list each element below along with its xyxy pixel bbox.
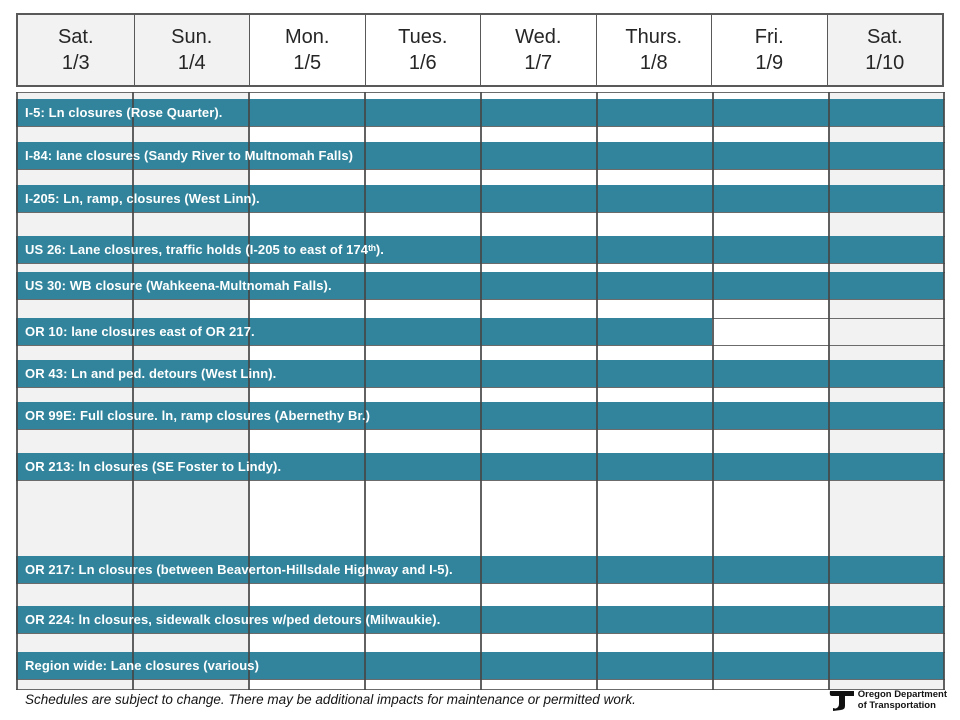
day-date: 1/4: [177, 52, 206, 74]
closure-bar-label: OR 224: ln closures, sidewalk closures w…: [25, 612, 441, 627]
day-date: 1/5: [293, 52, 322, 74]
day-date: 1/9: [755, 52, 784, 74]
day-date: 1/7: [524, 52, 553, 74]
grid-line-vertical: [248, 92, 250, 690]
odot-logo: Oregon Department of Transportation: [829, 688, 947, 712]
day-header-cell: Fri. 1/9: [711, 15, 827, 85]
day-name: Wed.: [515, 26, 562, 48]
grid-line-vertical: [16, 92, 18, 690]
grid-line-vertical: [132, 92, 134, 690]
day-header-cell: Tues. 1/6: [364, 15, 480, 85]
schedule-grid: I-5: Ln closures (Rose Quarter). I-84: l…: [16, 92, 945, 690]
day-header-cell: Wed. 1/7: [480, 15, 596, 85]
grid-line-vertical: [596, 92, 598, 690]
day-name: Thurs.: [625, 26, 683, 48]
closure-bar-label: OR 213: ln closures (SE Foster to Lindy)…: [25, 459, 282, 474]
closure-bar-label: I-5: Ln closures (Rose Quarter).: [25, 105, 223, 120]
closure-bar-label: US 30: WB closure (Wahkeena-Multnomah Fa…: [25, 278, 332, 293]
closure-bar-label: OR 10: lane closures east of OR 217.: [25, 324, 255, 339]
day-name: Sat.: [866, 26, 903, 48]
odot-logo-text-line2: of Transportation: [857, 700, 936, 711]
closure-bar-label: US 26: Lane closures, traffic holds (I-2…: [25, 242, 385, 257]
grid-line-vertical: [364, 92, 366, 690]
weekend-column-background: [16, 92, 132, 690]
day-name: Mon.: [285, 26, 330, 48]
day-date: 1/6: [408, 52, 437, 74]
odot-logo-text-line1: Oregon Department: [857, 689, 947, 700]
closure-bar-label: I-205: Ln, ramp, closures (West Linn).: [25, 191, 260, 206]
grid-line-vertical: [712, 92, 714, 690]
grid-line-vertical: [943, 92, 945, 690]
odot-logo-t-icon: [829, 691, 854, 711]
day-header-cell: Mon. 1/5: [249, 15, 365, 85]
day-header-cell: Sat. 1/3: [18, 15, 134, 85]
closure-bar-label: OR 99E: Full closure. ln, ramp closures …: [25, 408, 371, 423]
day-header-cell: Sat. 1/10: [826, 15, 942, 85]
day-date: 1/10: [865, 52, 905, 74]
day-name: Fri.: [754, 26, 784, 48]
grid-line-vertical: [480, 92, 482, 690]
day-header-row: Sat. 1/3 Sun. 1/4 Mon. 1/5 Tues. 1/6 Wed…: [16, 13, 944, 87]
day-date: 1/8: [639, 52, 668, 74]
footer-disclaimer: Schedules are subject to change. There m…: [25, 692, 636, 707]
day-name: Tues.: [398, 26, 448, 48]
day-header-cell: Thurs. 1/8: [595, 15, 711, 85]
day-name: Sat.: [57, 26, 94, 48]
day-name: Sun.: [171, 26, 213, 48]
day-header-cell: Sun. 1/4: [133, 15, 249, 85]
odot-logo-text: Oregon Department of Transportation: [858, 689, 947, 711]
day-date: 1/3: [61, 52, 90, 74]
closure-bar-label: Region wide: Lane closures (various): [25, 658, 260, 673]
closure-bar-label: OR 43: Ln and ped. detours (West Linn).: [25, 366, 277, 381]
weekend-column-background: [828, 92, 944, 690]
closure-bar-label: OR 217: Ln closures (between Beaverton-H…: [25, 562, 453, 577]
closure-bar-label: I-84: lane closures (Sandy River to Mult…: [25, 148, 354, 163]
grid-line-vertical: [828, 92, 830, 690]
weekend-column-background: [132, 92, 248, 690]
